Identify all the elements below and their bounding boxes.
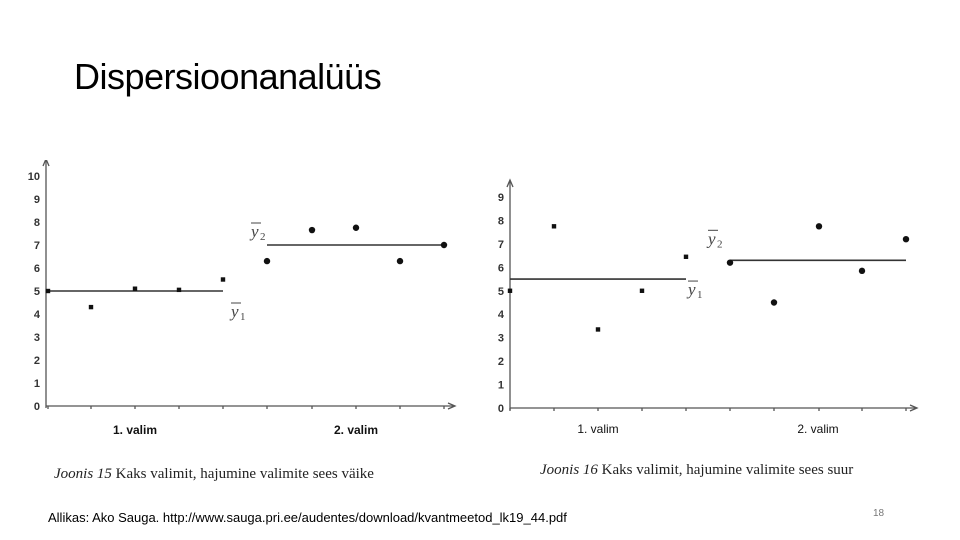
category-label: 1. valim	[113, 423, 157, 437]
y-tick-label: 3	[34, 332, 40, 344]
y-tick-label: 8	[34, 217, 40, 229]
mean-label: y	[706, 229, 716, 248]
y-tick-label: 6	[34, 263, 40, 275]
data-point	[396, 257, 404, 265]
mean-label: y	[229, 302, 239, 321]
data-point	[770, 299, 778, 306]
figure-caption-text: Kaks valimit, hajumine valimite sees suu…	[601, 462, 854, 478]
data-point	[595, 327, 601, 332]
data-point	[440, 241, 448, 249]
y-tick-label: 7	[34, 240, 40, 252]
mean-label-subscript: 2	[260, 231, 266, 243]
data-point	[308, 226, 316, 234]
data-point	[902, 236, 910, 243]
y-tick-label: 5	[34, 286, 40, 298]
mean-label-subscript: 1	[697, 289, 703, 301]
y-tick-label: 7	[498, 239, 504, 251]
y-tick-label: 1	[498, 380, 504, 392]
y-tick-label: 2	[498, 356, 504, 368]
y-tick-label: 9	[34, 194, 40, 206]
page-number: 18	[873, 508, 885, 519]
data-point	[263, 257, 271, 265]
data-point	[176, 287, 182, 293]
y-tick-label: 4	[34, 309, 41, 321]
figure-caption-16: Joonis 16 Kaks valimit, hajumine valimit…	[540, 462, 853, 479]
data-point	[639, 288, 645, 293]
figure-label: Joonis 15	[54, 466, 112, 482]
y-tick-label: 0	[498, 403, 504, 415]
data-point	[858, 267, 866, 275]
mean-label-subscript: 1	[240, 311, 246, 323]
y-tick-label: 6	[498, 262, 504, 274]
page-title: Dispersioonanalüüs	[74, 56, 382, 97]
y-tick-label: 10	[28, 171, 40, 183]
y-tick-label: 1	[34, 378, 40, 390]
y-tick-label: 4	[498, 309, 505, 321]
data-point	[726, 259, 734, 266]
mean-label-subscript: 2	[717, 238, 723, 250]
mean-label: y	[249, 222, 259, 241]
source-citation: Allikas: Ako Sauga. http://www.sauga.pri…	[48, 510, 567, 525]
x-axis-arrow	[447, 402, 457, 410]
data-point	[352, 224, 360, 231]
figure-label: Joonis 16	[540, 462, 598, 478]
data-point	[220, 277, 226, 282]
y-tick-label: 3	[498, 333, 504, 345]
category-label: 2. valim	[334, 423, 378, 437]
y-tick-label: 2	[34, 355, 40, 367]
y-axis-arrow	[506, 178, 514, 188]
data-point	[88, 304, 94, 310]
y-tick-label: 0	[34, 401, 40, 413]
y-tick-label: 9	[498, 192, 504, 204]
category-label: 1. valim	[577, 422, 618, 436]
data-point	[507, 288, 513, 293]
data-point	[551, 224, 557, 229]
mean-label: y	[686, 280, 696, 299]
data-point	[45, 288, 51, 294]
data-point	[132, 286, 138, 291]
data-point	[815, 223, 823, 230]
data-point	[683, 254, 689, 259]
y-axis-arrow	[42, 160, 50, 167]
x-axis-arrow	[909, 404, 919, 412]
category-label: 2. valim	[797, 422, 838, 436]
y-tick-label: 8	[498, 215, 504, 227]
y-tick-label: 5	[498, 286, 504, 298]
figure-caption-text: Kaks valimit, hajumine valimite sees väi…	[115, 466, 374, 482]
figure-caption-15: Joonis 15 Kaks valimit, hajumine valimit…	[54, 466, 374, 483]
